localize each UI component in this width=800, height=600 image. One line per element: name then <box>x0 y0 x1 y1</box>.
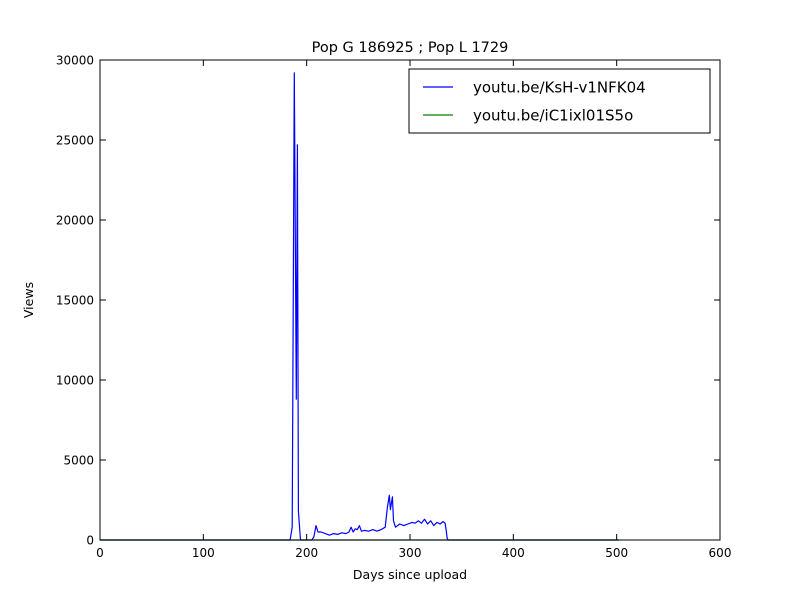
legend-box <box>408 68 711 134</box>
series-lines-layer <box>100 72 619 541</box>
x-tick-label: 300 <box>399 546 422 560</box>
y-tick-label: 0 <box>86 534 94 548</box>
y-tick-label: 15000 <box>56 294 94 308</box>
chart-title: Pop G 186925 ; Pop L 1729 <box>312 40 509 56</box>
y-tick-label: 10000 <box>56 374 94 388</box>
y-tick-label: 5000 <box>63 454 94 468</box>
series-line-1 <box>100 72 619 541</box>
legend-label-series-1: youtu.be/KsH-v1NFK04 <box>473 79 646 97</box>
x-tick-label: 400 <box>502 546 525 560</box>
y-tick-label: 25000 <box>56 134 94 148</box>
x-axis-label: Days since upload <box>353 567 467 582</box>
y-axis-label: Views <box>21 282 36 318</box>
axis-ticks-layer: 0 100 200 300 400 500 600 0 5000 10000 15000 20000 2… <box>56 54 732 561</box>
y-tick-label: 20000 <box>56 214 94 228</box>
x-tick-label: 600 <box>709 546 732 560</box>
x-tick-label: 100 <box>192 546 215 560</box>
x-tick-label: 500 <box>605 546 628 560</box>
x-tick-label: 0 <box>96 546 104 560</box>
legend: youtu.be/KsH-v1NFK04 youtu.be/iC1ixl01S5… <box>408 68 711 134</box>
legend-label-series-2: youtu.be/iC1ixl01S5o <box>473 107 633 125</box>
x-tick-label: 200 <box>295 546 318 560</box>
y-tick-label: 30000 <box>56 54 94 68</box>
